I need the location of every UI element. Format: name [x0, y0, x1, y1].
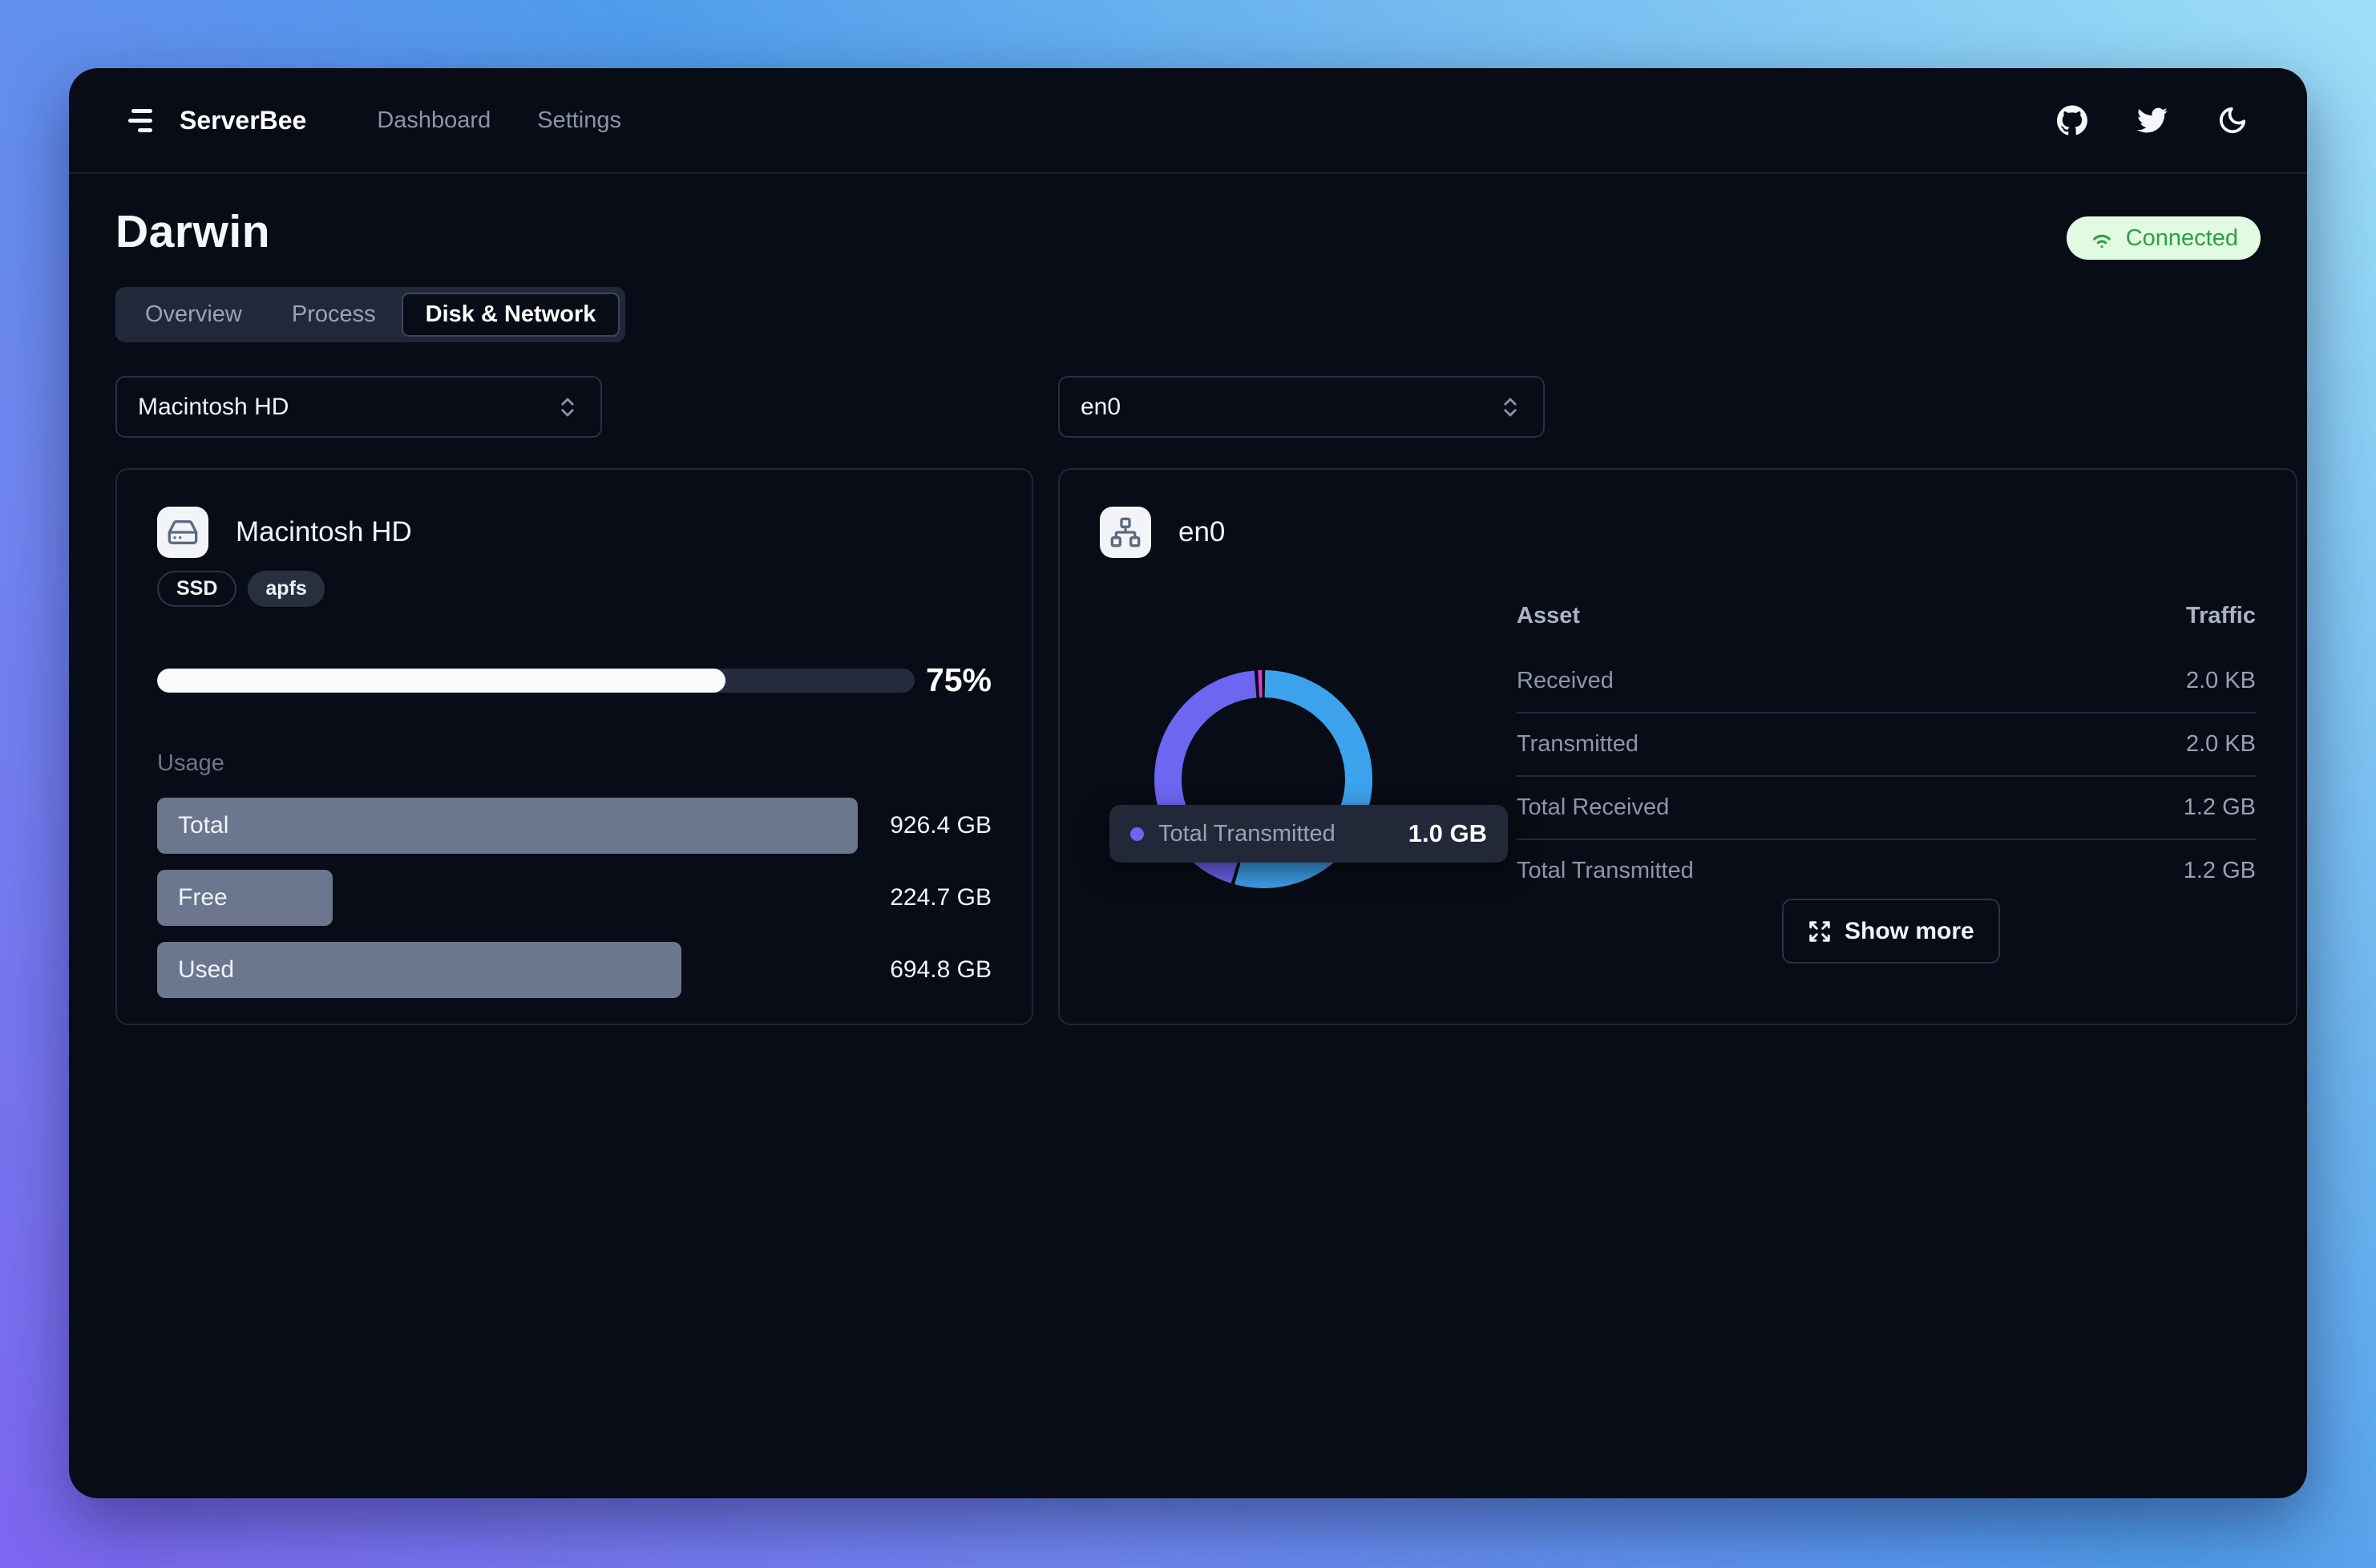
- filesystem-badge: apfs: [248, 571, 325, 607]
- chevron-up-down-icon: [1504, 398, 1517, 416]
- network-select-cell: en0: [1058, 376, 2297, 438]
- usage-bar: Used: [157, 942, 681, 998]
- disk-badges: SSD apfs: [157, 571, 992, 607]
- show-more-button[interactable]: Show more: [1782, 899, 2000, 964]
- disk-usage-progress: 75%: [157, 661, 992, 699]
- show-more-label: Show more: [1845, 917, 1974, 944]
- traffic-value: 2.0 KB: [2185, 731, 2256, 757]
- nav-link-settings[interactable]: Settings: [537, 107, 622, 133]
- status-label: Connected: [2125, 224, 2238, 251]
- twitter-icon[interactable]: [2137, 105, 2168, 135]
- network-card-title: en0: [1178, 516, 1226, 548]
- page-header: Darwin Connected: [115, 205, 2261, 260]
- usage-value: 694.8 GB: [890, 956, 992, 983]
- tooltip-value: 1.0 GB: [1408, 819, 1487, 847]
- usage-bar: Total: [157, 798, 858, 854]
- page-content: Darwin Connected Overview Process Disk &…: [69, 174, 2307, 1498]
- usage-row-used: Used 694.8 GB: [157, 942, 992, 998]
- asset-label: Received: [1517, 668, 1614, 693]
- network-select[interactable]: en0: [1058, 376, 1545, 438]
- disk-select-cell: Macintosh HD: [115, 376, 1033, 438]
- tab-overview[interactable]: Overview: [145, 301, 242, 327]
- traffic-value: 1.2 GB: [2183, 794, 2256, 820]
- network-card: en0 Total Transmitted 1.0 GB Asset: [1058, 468, 2297, 1025]
- network-select-value: en0: [1081, 393, 1121, 420]
- content-grid: Macintosh HD en0 Ma: [115, 376, 2297, 1025]
- legend-dot: [1130, 826, 1144, 841]
- usage-rows: Total 926.4 GB Free 224.7 GB Used 694.8 …: [157, 798, 992, 998]
- usage-value: 926.4 GB: [890, 812, 992, 839]
- connection-status-badge: Connected: [2066, 216, 2261, 260]
- page-title: Darwin: [115, 206, 271, 257]
- network-icon: [1100, 507, 1151, 558]
- table-row: Transmitted 2.0 KB: [1517, 713, 2256, 777]
- theme-toggle-moon-icon[interactable]: [2217, 105, 2248, 135]
- network-card-body: Total Transmitted 1.0 GB Asset Traffic R…: [1100, 574, 2256, 987]
- donut-segment[interactable]: [1154, 670, 1372, 888]
- disk-select-value: Macintosh HD: [138, 393, 289, 420]
- usage-section-label: Usage: [157, 750, 224, 776]
- col-traffic: Traffic: [2185, 603, 2256, 628]
- app-window: ServerBee Dashboard Settings Darwin Conn…: [69, 68, 2307, 1498]
- disk-card: Macintosh HD SSD apfs 75% Usage: [115, 468, 1033, 1025]
- progress-track: [157, 668, 915, 693]
- asset-label: Total Received: [1517, 794, 1670, 820]
- main-nav: Dashboard Settings: [377, 107, 621, 134]
- github-icon[interactable]: [2057, 105, 2087, 135]
- usage-row-free: Free 224.7 GB: [157, 870, 992, 926]
- disk-select[interactable]: Macintosh HD: [115, 376, 602, 438]
- hard-drive-icon: [157, 507, 208, 558]
- table-row: Total Transmitted 1.2 GB: [1517, 840, 2256, 902]
- disk-usage-percent: 75%: [925, 661, 992, 698]
- wifi-icon: [2092, 234, 2111, 249]
- chart-tooltip: Total Transmitted 1.0 GB: [1109, 805, 1508, 863]
- menu-icon[interactable]: [128, 108, 152, 132]
- usage-row-total: Total 926.4 GB: [157, 798, 992, 854]
- nav-link-dashboard[interactable]: Dashboard: [377, 107, 491, 133]
- tab-disk-network[interactable]: Disk & Network: [401, 293, 620, 337]
- chevron-up-down-icon: [561, 398, 574, 416]
- expand-icon: [1809, 920, 1830, 942]
- traffic-table: Asset Traffic Received 2.0 KB Transmitte…: [1517, 603, 2256, 902]
- table-row: Total Received 1.2 GB: [1517, 777, 2256, 840]
- donut-segment[interactable]: [1154, 670, 1372, 888]
- network-card-header: en0: [1100, 507, 2256, 558]
- brand-logo-text: ServerBee: [180, 105, 307, 135]
- usage-bar: Free: [157, 870, 333, 926]
- asset-label: Total Transmitted: [1517, 858, 1694, 883]
- col-asset: Asset: [1517, 603, 1580, 628]
- usage-value: 224.7 GB: [890, 884, 992, 911]
- disk-card-title: Macintosh HD: [236, 516, 412, 548]
- network-donut-chart: [1154, 670, 1372, 888]
- tooltip-label: Total Transmitted: [1158, 820, 1335, 847]
- top-navigation-bar: ServerBee Dashboard Settings: [69, 68, 2307, 174]
- topbar-icons: [2057, 105, 2248, 135]
- traffic-table-header: Asset Traffic: [1517, 603, 2256, 650]
- tab-bar: Overview Process Disk & Network: [115, 287, 626, 342]
- tab-process[interactable]: Process: [291, 301, 376, 327]
- disk-card-header: Macintosh HD: [157, 507, 992, 558]
- traffic-value: 1.2 GB: [2183, 858, 2256, 883]
- asset-label: Transmitted: [1517, 731, 1639, 757]
- progress-fill: [157, 668, 725, 693]
- table-row: Received 2.0 KB: [1517, 650, 2256, 713]
- traffic-value: 2.0 KB: [2185, 668, 2256, 693]
- disk-type-badge: SSD: [157, 571, 237, 607]
